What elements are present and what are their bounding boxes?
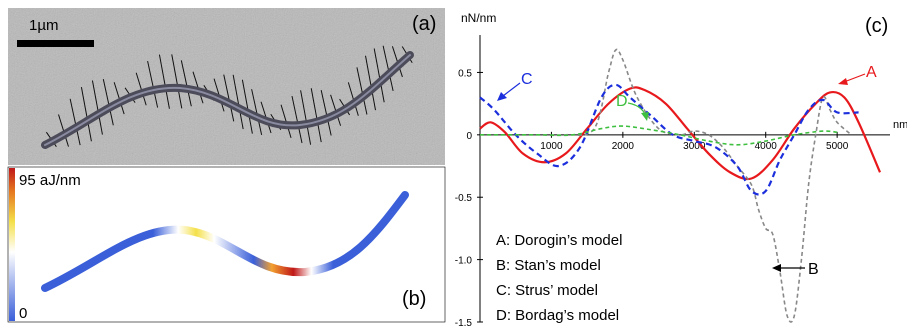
series-line-c [479, 83, 859, 196]
chart-axes: 1000 2000 3000 4000 5000 0.5 0 -0.5 -1.0 -1.5 [455, 35, 890, 327]
panel-b: 95 aJ/nm 0 (b) [7, 166, 446, 323]
force-needle [241, 79, 253, 134]
force-needle [310, 88, 322, 143]
y-tick-label: -1.0 [455, 256, 473, 267]
force-needle [135, 72, 147, 106]
callout-c: C [497, 71, 533, 101]
x-tick-label: 3000 [683, 141, 706, 152]
legend-entry-a: A: Dorogin’s model [496, 232, 622, 249]
x-tick-label: 1000 [540, 141, 563, 152]
y-tick-label: -1.5 [455, 318, 473, 327]
y-tick-label: -0.5 [455, 193, 473, 204]
force-needle [232, 74, 244, 130]
force-needle [373, 48, 385, 103]
panel-c: 1000 2000 3000 4000 5000 0.5 0 -0.5 -1.0 -1.5 nN/… [455, 11, 907, 327]
force-needle [91, 80, 103, 135]
force-needle [300, 90, 312, 145]
force-needle [223, 74, 235, 122]
panel-b-label: (b) [402, 288, 426, 310]
force-needle [382, 45, 394, 92]
colorbar-max-label: 95 aJ/nm [19, 172, 81, 189]
chart-legend: A: Dorogin’s model B: Stan’s model C: St… [496, 232, 622, 324]
force-needle [180, 60, 192, 107]
nanowire-highlight [44, 54, 411, 146]
legend-entry-b: B: Stan’s model [496, 257, 601, 274]
force-needle [356, 67, 368, 115]
force-needle [171, 54, 183, 109]
callout-b-label: B [808, 261, 819, 278]
force-needle [69, 98, 81, 146]
force-needle [291, 95, 303, 144]
force-needle [251, 89, 263, 135]
force-needle [365, 55, 376, 111]
series-line-d [480, 125, 838, 146]
colorbar-min-label: 0 [19, 305, 27, 322]
x-tick-label: 5000 [826, 141, 849, 152]
callout-d-label: D [616, 93, 628, 110]
series-line-b [480, 48, 852, 323]
x-tick-label: 2000 [612, 141, 635, 152]
panel-a-label: (a) [412, 13, 436, 35]
force-needle [320, 89, 332, 136]
force-needle [80, 87, 92, 142]
legend-entry-d: D: Bordag’s model [496, 307, 619, 324]
scale-bar [17, 40, 94, 47]
callout-c-label: C [521, 71, 533, 88]
scale-bar-label: 1µm [29, 17, 58, 34]
panel-c-label: (c) [865, 15, 888, 37]
x-axis-label: nm [893, 119, 907, 131]
y-tick-label: 0 [466, 131, 472, 142]
x-tick-label: 4000 [755, 141, 778, 152]
callout-a-label: A [866, 64, 877, 81]
force-needle [102, 79, 114, 126]
callout-d: D [616, 93, 649, 121]
force-needle [158, 54, 170, 109]
energy-wire [41, 191, 409, 292]
callout-b: B [772, 261, 819, 278]
colorbar [9, 168, 15, 321]
y-tick-label: 0.5 [458, 68, 472, 79]
legend-entry-c: C: Strus’ model [496, 282, 598, 299]
callout-a: A [838, 64, 877, 85]
y-axis-label: nN/nm [461, 11, 496, 25]
series-line-a [479, 86, 882, 181]
panel-a: 1µm (a) [8, 8, 445, 165]
force-needle [147, 60, 159, 108]
chart-series [479, 48, 882, 323]
